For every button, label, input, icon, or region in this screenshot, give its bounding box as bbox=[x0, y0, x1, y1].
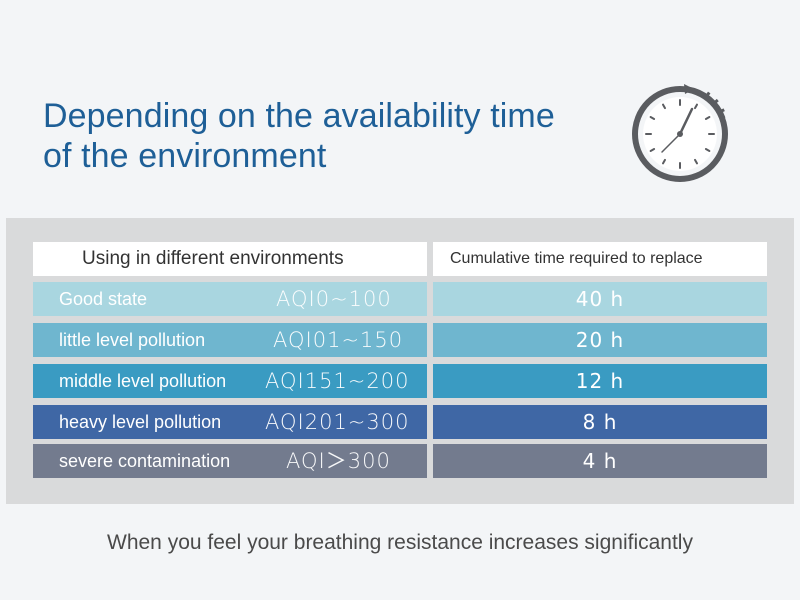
page-title: Depending on the availability time of th… bbox=[43, 96, 603, 176]
footer-note: When you feel your breathing resistance … bbox=[107, 531, 693, 554]
row-replace-time: 12 h bbox=[575, 369, 625, 393]
stopwatch-clock-icon bbox=[632, 84, 728, 182]
title-line-2: of the environment bbox=[43, 137, 327, 175]
row-environment-cell bbox=[33, 405, 427, 439]
row-label: little level pollution bbox=[59, 330, 206, 350]
row-replace-time: 20 h bbox=[575, 328, 625, 352]
row-replace-time: 4 h bbox=[582, 449, 618, 473]
row-aqi-range: AQI201~300 bbox=[265, 410, 410, 434]
row-environment-cell bbox=[33, 323, 427, 357]
row-replace-time: 8 h bbox=[582, 410, 618, 434]
aqi-table-panel: Using in different environments Cumulati… bbox=[6, 218, 794, 504]
row-time-cell bbox=[433, 364, 767, 398]
header-environments: Using in different environments bbox=[33, 242, 427, 276]
row-label: heavy level pollution bbox=[59, 412, 222, 432]
row-time-cell bbox=[433, 444, 767, 478]
row-label: middle level pollution bbox=[59, 371, 227, 391]
row-aqi-range: AQI0~100 bbox=[276, 287, 392, 311]
title-line-1: Depending on the availability time bbox=[43, 97, 555, 135]
header-replace-time: Cumulative time required to replace bbox=[433, 242, 767, 276]
row-environment-cell bbox=[33, 282, 427, 316]
row-replace-time: 40 h bbox=[575, 287, 625, 311]
row-environment-cell bbox=[33, 444, 427, 478]
row-time-cell bbox=[433, 323, 767, 357]
row-aqi-range: AQI＞300 bbox=[286, 449, 391, 473]
row-aqi-range: AQI01~150 bbox=[273, 328, 404, 352]
row-time-cell bbox=[433, 405, 767, 439]
row-aqi-range: AQI151~200 bbox=[265, 369, 410, 393]
row-time-cell bbox=[433, 282, 767, 316]
row-label: Good state bbox=[59, 289, 148, 309]
row-label: severe contamination bbox=[59, 451, 231, 471]
row-environment-cell bbox=[33, 364, 427, 398]
